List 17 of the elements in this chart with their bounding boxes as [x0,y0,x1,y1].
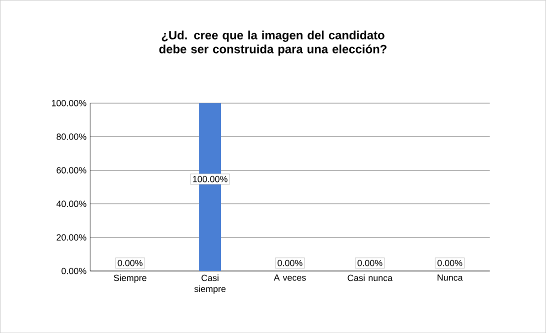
y-tick-label: 80.00% [56,133,86,140]
data-label: 0.00% [118,260,142,266]
x-tick-label: Casi nunca [348,274,393,282]
data-label: 100.00% [193,176,228,182]
y-tick-label: 60.00% [56,167,86,174]
x-tick-label: Siempre [114,274,146,283]
x-tick-label: A veces [274,274,306,281]
y-tick-label: 40.00% [56,200,86,207]
data-label: 0.00% [438,260,462,266]
data-label: 0.00% [278,260,302,266]
chart-title: ¿Ud. cree que la imagen del candidato debe ser construida para una elección? [159,30,386,56]
x-tick-label: Casi siempre [194,274,226,294]
y-tick-label: 20.00% [56,234,86,241]
x-tick-label: Nunca [438,274,463,281]
y-tick-label: 0.00% [62,268,86,274]
data-label: 0.00% [358,260,382,266]
y-tick-label: 100.00% [52,100,86,106]
